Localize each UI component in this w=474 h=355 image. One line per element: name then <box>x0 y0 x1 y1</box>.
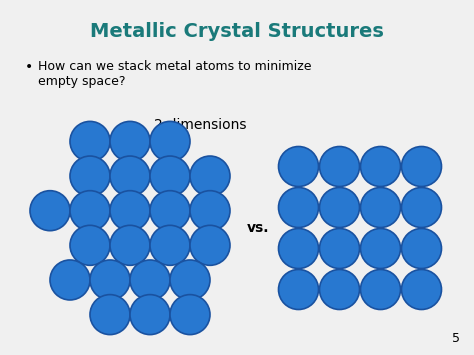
Circle shape <box>150 225 190 265</box>
Circle shape <box>150 191 190 231</box>
Circle shape <box>150 121 190 162</box>
Circle shape <box>110 156 150 196</box>
Circle shape <box>150 156 190 196</box>
Circle shape <box>30 191 70 231</box>
Circle shape <box>110 121 150 162</box>
Circle shape <box>110 191 150 231</box>
Circle shape <box>190 191 230 231</box>
Circle shape <box>170 295 210 335</box>
Circle shape <box>190 225 230 265</box>
Circle shape <box>361 147 401 186</box>
Text: Metallic Crystal Structures: Metallic Crystal Structures <box>90 22 384 41</box>
Text: vs.: vs. <box>247 221 269 235</box>
Circle shape <box>70 191 110 231</box>
Circle shape <box>50 260 90 300</box>
Circle shape <box>319 269 359 310</box>
Circle shape <box>190 156 230 196</box>
Circle shape <box>130 260 170 300</box>
Circle shape <box>90 295 130 335</box>
Circle shape <box>319 229 359 268</box>
Circle shape <box>279 229 319 268</box>
Text: 5: 5 <box>452 332 460 345</box>
Circle shape <box>401 229 441 268</box>
Circle shape <box>170 260 210 300</box>
Circle shape <box>361 229 401 268</box>
Text: •: • <box>25 60 33 74</box>
Circle shape <box>279 147 319 186</box>
Circle shape <box>319 147 359 186</box>
Circle shape <box>90 260 130 300</box>
Circle shape <box>319 187 359 228</box>
Circle shape <box>401 187 441 228</box>
Circle shape <box>361 269 401 310</box>
Circle shape <box>279 187 319 228</box>
Circle shape <box>70 156 110 196</box>
Text: 2-dimensions: 2-dimensions <box>154 118 246 132</box>
Circle shape <box>401 147 441 186</box>
Circle shape <box>110 225 150 265</box>
Circle shape <box>279 269 319 310</box>
Text: How can we stack metal atoms to minimize
empty space?: How can we stack metal atoms to minimize… <box>38 60 311 88</box>
Circle shape <box>401 269 441 310</box>
Circle shape <box>361 187 401 228</box>
Circle shape <box>130 295 170 335</box>
Circle shape <box>70 225 110 265</box>
Circle shape <box>70 121 110 162</box>
